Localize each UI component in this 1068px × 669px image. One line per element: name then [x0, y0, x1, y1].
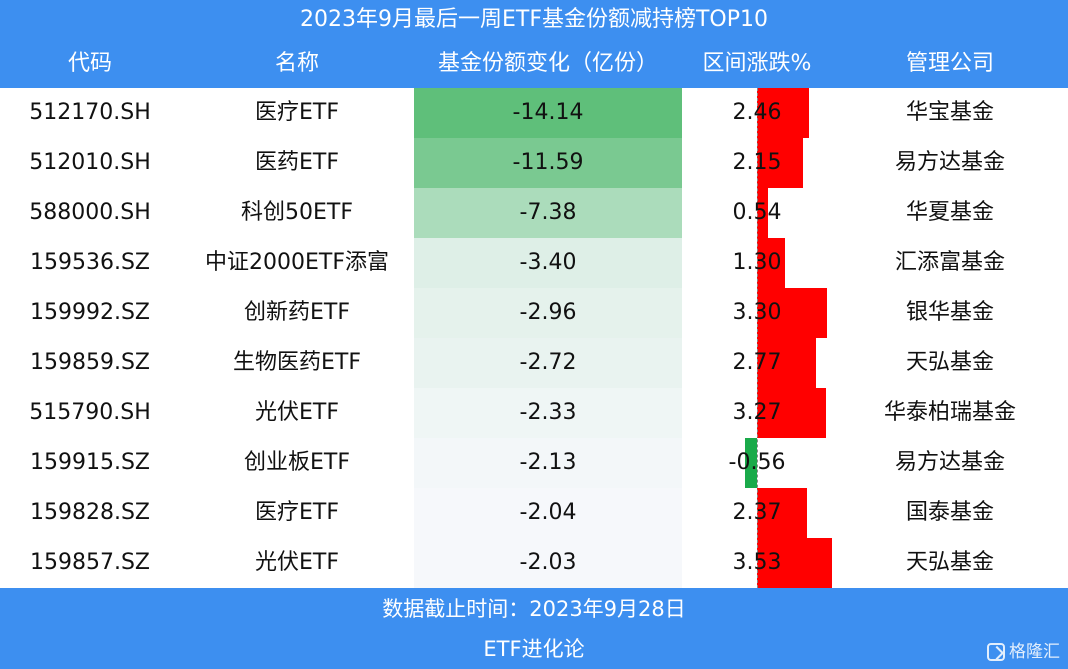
cell-share-change: -7.38: [519, 200, 577, 225]
cell-share-change: -3.40: [519, 250, 577, 275]
cell-name: 科创50ETF: [241, 200, 353, 225]
watermark-text: 格隆汇: [1009, 642, 1060, 662]
cell-pct: 2.46: [732, 100, 782, 125]
cell-share-change: -2.03: [519, 550, 577, 575]
table-row: 159915.SZ 创业板ETF -2.13 -0.56 易方达基金: [0, 438, 1068, 488]
cell-name: 创业板ETF: [244, 450, 350, 475]
share-change-heat-cell: [414, 88, 682, 138]
cell-manager: 华泰柏瑞基金: [883, 400, 1016, 425]
cell-code: 159536.SZ: [29, 250, 150, 275]
col-header-name: 名称: [274, 51, 319, 76]
cell-name: 创新药ETF: [244, 300, 350, 325]
cell-pct: 3.30: [732, 300, 782, 325]
chart-title: 2023年9月最后一周ETF基金份额减持榜TOP10: [300, 7, 768, 32]
cell-name: 光伏ETF: [255, 400, 339, 425]
cell-pct: 1.30: [732, 250, 782, 275]
pct-bar: [757, 238, 785, 288]
col-header-share-change: 基金份额变化（亿份）: [437, 51, 658, 76]
cell-pct: 3.53: [732, 550, 782, 575]
cell-name: 光伏ETF: [255, 550, 339, 575]
cell-manager: 华宝基金: [905, 100, 994, 125]
pct-zero-line: [757, 88, 758, 588]
date-note: 数据截止时间：2023年9月28日: [382, 597, 686, 621]
cell-manager: 汇添富基金: [894, 250, 1005, 275]
table-row: 159536.SZ 中证2000ETF添富 -3.40 1.30 汇添富基金: [0, 238, 1068, 288]
cell-code: 515790.SH: [29, 400, 151, 425]
share-change-heat-cell: [414, 188, 682, 238]
table-row: 512170.SH 医疗ETF -14.14 2.46 华宝基金: [0, 88, 1068, 138]
cell-name: 医疗ETF: [255, 100, 339, 125]
pct-bar: [757, 388, 827, 438]
cell-manager: 易方达基金: [894, 450, 1005, 475]
share-change-heat-cell: [414, 288, 682, 338]
share-change-heat-cell: [414, 388, 682, 438]
cell-share-change: -2.72: [519, 350, 577, 375]
share-change-heat-cell: [414, 488, 682, 538]
cell-name: 医药ETF: [255, 150, 339, 175]
table-body: 512170.SH 医疗ETF -14.14 2.46 华宝基金 512010.SH 医药E…: [0, 88, 1068, 588]
pct-bar: [757, 338, 816, 388]
cell-pct: 2.77: [732, 350, 782, 375]
cell-pct: -0.56: [728, 450, 786, 475]
cell-pct: 3.27: [732, 400, 782, 425]
cell-manager: 银华基金: [905, 300, 994, 325]
share-change-heat-cell: [414, 238, 682, 288]
logo-icon: [987, 643, 1005, 661]
table-row: 159992.SZ 创新药ETF -2.96 3.30 银华基金: [0, 288, 1068, 338]
cell-pct: 0.54: [732, 200, 782, 225]
share-change-heat-cell: [414, 438, 682, 488]
cell-code: 159992.SZ: [29, 300, 150, 325]
pct-bar: [757, 488, 808, 538]
cell-code: 159915.SZ: [29, 450, 150, 475]
footer-band: 数据截止时间：2023年9月28日 ETF进化论 格隆汇: [0, 588, 1068, 669]
cell-share-change: -2.13: [519, 450, 577, 475]
col-header-pct: 区间涨跌%: [702, 51, 812, 76]
cell-pct: 2.37: [732, 500, 782, 525]
cell-share-change: -14.14: [512, 100, 584, 125]
share-change-heat-cell: [414, 138, 682, 188]
table-row: 588000.SH 科创50ETF -7.38 0.54 华夏基金: [0, 188, 1068, 238]
cell-share-change: -2.33: [519, 400, 577, 425]
table-row: 159828.SZ 医疗ETF -2.04 2.37 国泰基金: [0, 488, 1068, 538]
cell-share-change: -11.59: [512, 150, 584, 175]
col-header-manager: 管理公司: [905, 51, 994, 76]
cell-code: 159859.SZ: [29, 350, 150, 375]
col-header-code: 代码: [67, 51, 112, 76]
cell-code: 588000.SH: [29, 200, 151, 225]
cell-name: 医疗ETF: [255, 500, 339, 525]
pct-bar: [757, 288, 828, 338]
cell-share-change: -2.04: [519, 500, 577, 525]
table-row: 512010.SH 医药ETF -11.59 2.15 易方达基金: [0, 138, 1068, 188]
cell-manager: 天弘基金: [905, 550, 994, 575]
cell-manager: 国泰基金: [905, 500, 994, 525]
share-change-heat-cell: [414, 538, 682, 588]
share-change-heat-cell: [414, 338, 682, 388]
pct-bar: [757, 138, 803, 188]
cell-name: 生物医药ETF: [233, 350, 361, 375]
header-band: 2023年9月最后一周ETF基金份额减持榜TOP10 代码 名称 基金份额变化（…: [0, 0, 1068, 88]
table-row: 515790.SH 光伏ETF -2.33 3.27 华泰柏瑞基金: [0, 388, 1068, 438]
cell-manager: 易方达基金: [894, 150, 1005, 175]
cell-code: 159828.SZ: [29, 500, 150, 525]
cell-name: 中证2000ETF添富: [205, 250, 389, 275]
cell-code: 512170.SH: [29, 100, 151, 125]
pct-bar: [757, 88, 810, 138]
cell-share-change: -2.96: [519, 300, 577, 325]
pct-bar: [745, 438, 757, 488]
cell-manager: 华夏基金: [905, 200, 994, 225]
cell-code: 512010.SH: [29, 150, 151, 175]
pct-bar: [757, 538, 832, 588]
table-row: 159859.SZ 生物医药ETF -2.72 2.77 天弘基金: [0, 338, 1068, 388]
pct-bar: [757, 188, 769, 238]
source-label: ETF进化论: [483, 637, 585, 661]
cell-pct: 2.15: [732, 150, 782, 175]
cell-manager: 天弘基金: [905, 350, 994, 375]
cell-code: 159857.SZ: [29, 550, 150, 575]
watermark-logo: 格隆汇: [987, 639, 1060, 665]
table-row: 159857.SZ 光伏ETF -2.03 3.53 天弘基金: [0, 538, 1068, 588]
